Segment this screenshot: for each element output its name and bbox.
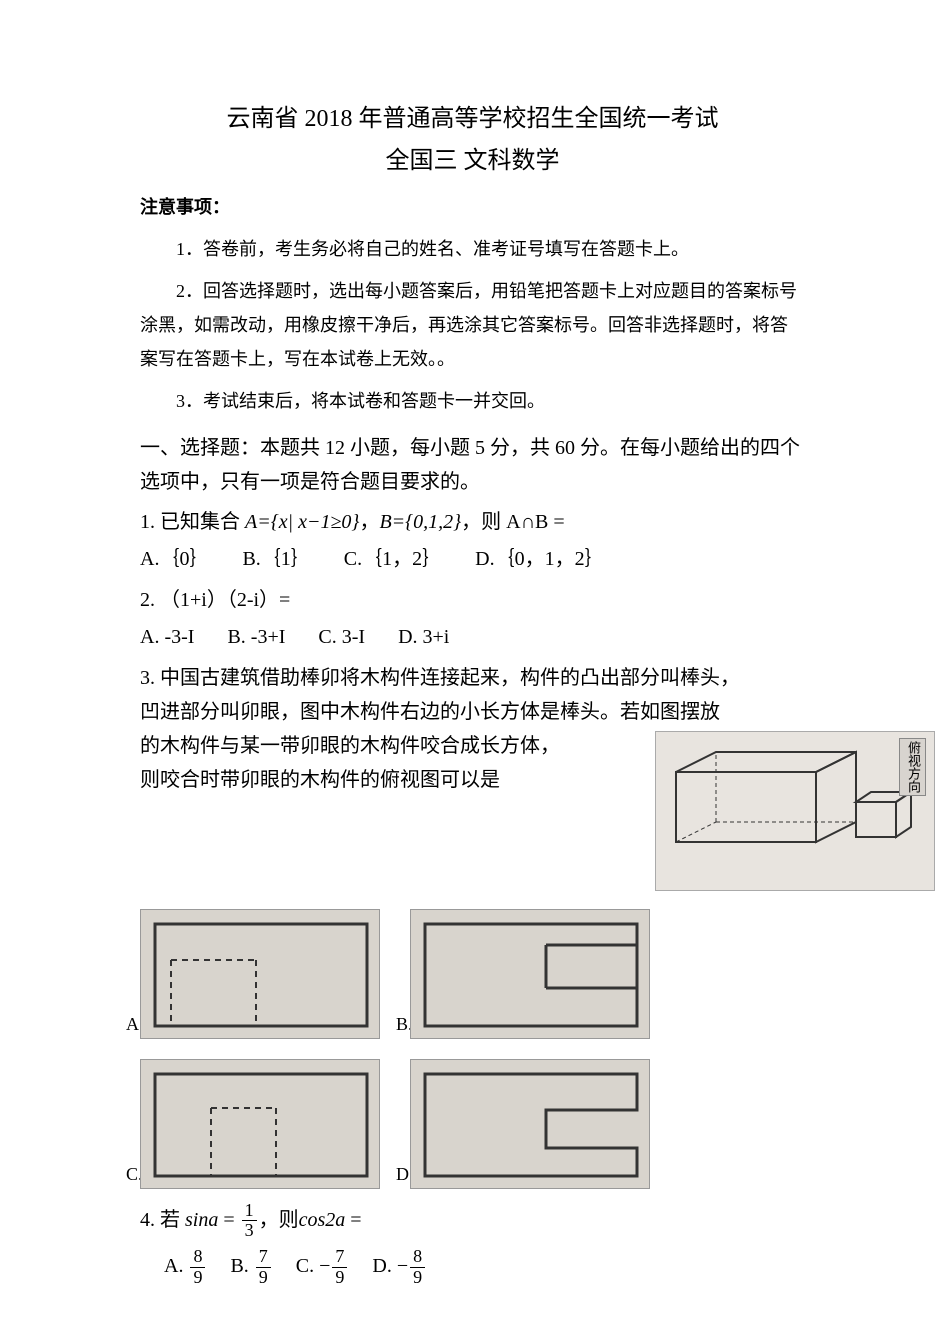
q1-choice-b: B.｛1｝ [242, 543, 310, 575]
q4-a-frac: 89 [190, 1247, 205, 1288]
q4-b-num: 7 [256, 1247, 271, 1268]
q1-setA: A={x| x−1≥0} [245, 511, 359, 533]
q4-cos: cos2a [299, 1208, 346, 1230]
q4-a-den: 9 [190, 1268, 205, 1288]
q4-choice-d: D. −89 [372, 1247, 427, 1288]
q2-choice-d: D. 3+i [398, 621, 449, 653]
q4-d-label: D. [372, 1255, 391, 1277]
q4-b-label: B. [230, 1255, 248, 1277]
q1-choice-c: C.｛1，2｝ [344, 543, 442, 575]
q4-b-den: 9 [256, 1268, 271, 1288]
q3-option-d: D. [410, 1049, 670, 1189]
q4-choice-b: B. 79 [230, 1247, 272, 1288]
q3-option-a: A. [140, 899, 400, 1039]
q3-opt-d-box [410, 1059, 650, 1189]
q1-choices: A.｛0｝ B.｛1｝ C.｛1，2｝ D.｛0，1，2｝ [140, 543, 805, 575]
q4-prefix: 4. 若 [140, 1208, 185, 1230]
option-c-diagram-icon [141, 1060, 381, 1190]
q3-view-label: 俯视方向 [899, 738, 926, 796]
q3-main-figure: 俯视方向 [655, 731, 935, 891]
q4-choice-c: C. −79 [296, 1247, 350, 1288]
q4-sin: sina [185, 1208, 218, 1230]
q4-d-frac: 89 [410, 1247, 425, 1288]
q4-d-num: 8 [410, 1247, 425, 1268]
q3-options-grid: A. B. C. [140, 899, 805, 1189]
q4-c-num: 7 [332, 1247, 347, 1268]
q4-c-neg: − [319, 1255, 330, 1277]
q4-c-den: 9 [332, 1268, 347, 1288]
q1-mid: ， [359, 511, 379, 533]
q4-tail: = [345, 1208, 361, 1230]
q3-line2: 凹进部分叫卯眼，图中木构件右边的小长方体是棒头。若如图摆放 [140, 695, 805, 729]
q3-opt-b-box [410, 909, 650, 1039]
q4-mid: ，则 [259, 1208, 299, 1230]
q2-choice-b: B. -3+I [227, 621, 285, 653]
q3-opt-a-box [140, 909, 380, 1039]
option-a-diagram-icon [141, 910, 381, 1040]
notice-item-3: 3．考试结束后，将本试卷和答题卡一并交回。 [140, 384, 805, 418]
notice-item-2: 2．回答选择题时，选出每小题答案后，用铅笔把答题卡上对应题目的答案标号涂黑，如需… [140, 274, 805, 377]
page-title-main: 云南省 2018 年普通高等学校招生全国统一考试 [140, 100, 805, 138]
q4-choice-a: A. 89 [164, 1247, 207, 1288]
q4-a-num: 8 [190, 1247, 205, 1268]
page-title-sub: 全国三 文科数学 [140, 142, 805, 180]
q4-frac1-den: 3 [242, 1221, 257, 1241]
q1-prefix: 1. 已知集合 [140, 511, 245, 533]
q1-choice-a: A.｛0｝ [140, 543, 209, 575]
q4-c-label: C. [296, 1255, 314, 1277]
q4-frac1: 13 [242, 1201, 257, 1242]
q1-choice-d: D.｛0，1，2｝ [475, 543, 604, 575]
q4-eq: = [218, 1208, 239, 1230]
q2-choice-c: C. 3-I [318, 621, 365, 653]
question-1: 1. 已知集合 A={x| x−1≥0}，B={0,1,2}，则 A∩B = [140, 505, 805, 539]
question-3-wrap: 3. 中国古建筑借助棒卯将木构件连接起来，构件的凸出部分叫棒头， 凹进部分叫卯眼… [140, 661, 805, 797]
cuboid-icon [656, 732, 936, 892]
section-1-header: 一、选择题：本题共 12 小题，每小题 5 分，共 60 分。在每小题给出的四个… [140, 431, 805, 499]
q4-c-frac: 79 [332, 1247, 347, 1288]
q4-frac1-num: 1 [242, 1201, 257, 1222]
q4-b-frac: 79 [256, 1247, 271, 1288]
question-4: 4. 若 sina = 13，则cos2a = [140, 1201, 805, 1242]
q4-choices: A. 89 B. 79 C. −79 D. −89 [164, 1247, 805, 1288]
question-2: 2. （1+i）（2-i）= [140, 583, 805, 617]
option-d-diagram-icon [411, 1060, 651, 1190]
notice-header: 注意事项： [140, 193, 805, 222]
q4-d-den: 9 [410, 1268, 425, 1288]
q4-d-neg: − [397, 1255, 408, 1277]
q3-line1: 3. 中国古建筑借助棒卯将木构件连接起来，构件的凸出部分叫棒头， [140, 661, 805, 695]
q3-opt-c-box [140, 1059, 380, 1189]
notice-item-1: 1．答卷前，考生务必将自己的姓名、准考证号填写在答题卡上。 [140, 232, 805, 266]
q3-option-c: C. [140, 1049, 400, 1189]
q1-tail: ，则 A∩B = [461, 511, 565, 533]
q4-a-label: A. [164, 1255, 183, 1277]
option-b-diagram-icon [411, 910, 651, 1040]
q1-setB: B={0,1,2} [379, 511, 461, 533]
q2-choices: A. -3-I B. -3+I C. 3-I D. 3+i [140, 621, 805, 653]
q3-option-b: B. [410, 899, 670, 1039]
q2-choice-a: A. -3-I [140, 621, 194, 653]
